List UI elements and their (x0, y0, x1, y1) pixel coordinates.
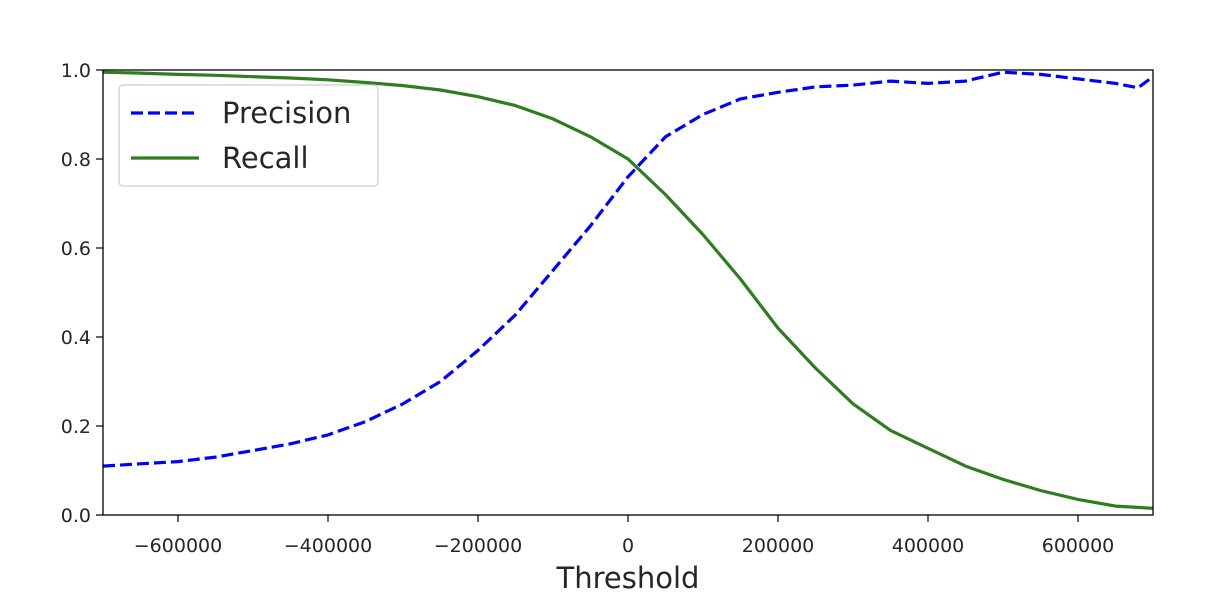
legend: Precision Recall (118, 84, 379, 187)
legend-label-precision: Precision (222, 96, 351, 130)
x-tick-label: −400000 (284, 535, 372, 557)
y-tick-label: 0.6 (61, 238, 91, 260)
y-tick-label: 0.2 (61, 416, 91, 438)
x-tick-label: −600000 (134, 535, 222, 557)
legend-label-recall: Recall (222, 141, 309, 175)
series-line-recall (103, 70, 1153, 510)
x-tick-label: 600000 (1042, 535, 1115, 557)
legend-frame (118, 84, 379, 187)
x-tick-label: 200000 (742, 535, 815, 557)
x-axis: −600000 −400000 −200000 0 200000 400000 600000 (134, 515, 1114, 557)
y-tick-label: 0.8 (61, 149, 91, 171)
y-tick-label: 0.0 (61, 505, 91, 527)
y-tick-label: 1.0 (61, 60, 91, 82)
y-axis: 0.0 0.2 0.4 0.6 0.8 1.0 (61, 60, 103, 527)
x-axis-title: Threshold (556, 561, 700, 595)
x-tick-label: 0 (622, 535, 634, 557)
series-line-precision (103, 70, 1153, 468)
x-tick-label: 400000 (892, 535, 965, 557)
series-layer (103, 70, 1153, 510)
x-tick-label: −200000 (434, 535, 522, 557)
y-tick-label: 0.4 (61, 327, 91, 349)
